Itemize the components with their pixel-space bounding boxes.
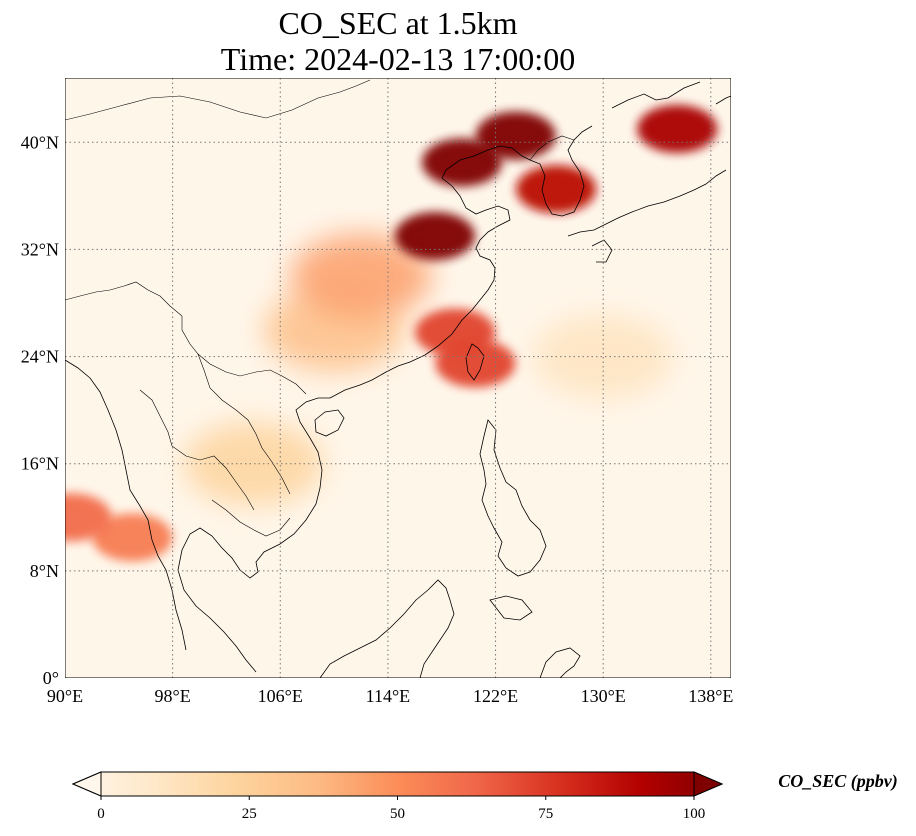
- y-tick-label: 0°: [43, 668, 59, 688]
- border-china-south: [65, 281, 307, 395]
- coastline-sulawesi: [539, 647, 581, 678]
- field-hotspot: [291, 234, 431, 319]
- y-tick-label: 16°N: [21, 454, 59, 474]
- colorbar-tick-label: 25: [242, 806, 257, 822]
- field-hotspot: [475, 111, 556, 160]
- graticule: [65, 78, 731, 678]
- colorbar-tick-label: 0: [97, 806, 105, 822]
- y-axis-ticks: 0° 8°N 16°N 24°N 32°N 40°N: [21, 132, 59, 688]
- chart-title-line2: Time: 2024-02-13 17:00:00: [220, 41, 576, 77]
- y-tick-label: 32°N: [21, 239, 59, 259]
- field-hotspot: [637, 104, 718, 153]
- coastline-korea: [529, 125, 593, 217]
- field-hotspot: [92, 513, 173, 562]
- colorbar-extend-min: [71, 771, 102, 797]
- y-tick-label: 40°N: [21, 132, 59, 152]
- field-hotspot: [516, 165, 597, 214]
- border-mongolia: [65, 79, 371, 121]
- x-tick-label: 90°E: [47, 686, 83, 706]
- colorbar-tick-label: 75: [538, 806, 553, 822]
- colorbar-body: [71, 771, 724, 797]
- y-tick-label: 8°N: [30, 561, 59, 581]
- colorbar-tick-label: 50: [390, 806, 405, 822]
- x-tick-label: 130°E: [581, 686, 626, 706]
- colorbar-ticks: 0 25 50 75 100: [97, 796, 705, 822]
- colorbar-extend-max: [693, 771, 724, 797]
- map-panel: [65, 78, 731, 678]
- x-axis-ticks: 90°E 98°E 106°E 114°E 122°E 130°E 138°E: [47, 686, 734, 706]
- field-hotspot: [395, 212, 475, 261]
- country-borders: [65, 79, 575, 537]
- coastline-japan: [567, 81, 731, 263]
- coastline-indochina: [177, 397, 330, 673]
- x-tick-label: 98°E: [155, 686, 191, 706]
- coastline-philippines: [479, 419, 547, 621]
- field-hotspot: [183, 421, 324, 506]
- border-laos: [197, 353, 291, 495]
- co-concentration-field: [65, 104, 718, 562]
- coastline-taiwan: [465, 343, 485, 381]
- coastline-china: [329, 145, 531, 399]
- x-tick-label: 114°E: [366, 686, 411, 706]
- colorbar: 0 25 50 75 100 CO_SEC (ppbv): [71, 771, 898, 822]
- x-tick-label: 106°E: [258, 686, 303, 706]
- x-tick-label: 122°E: [473, 686, 518, 706]
- colorbar-label: CO_SEC (ppbv): [778, 771, 898, 792]
- x-tick-label: 138°E: [688, 686, 733, 706]
- coastline-borneo: [319, 579, 455, 678]
- border-thailand: [139, 389, 255, 511]
- colorbar-tick-label: 100: [683, 806, 706, 822]
- coastline-myanmar: [65, 359, 187, 651]
- coastlines: [65, 81, 731, 678]
- y-tick-label: 24°N: [21, 347, 59, 367]
- field-hotspot: [421, 138, 502, 187]
- coastline-hainan: [314, 409, 345, 437]
- field-hotspot: [65, 493, 112, 542]
- chart-title-line1: CO_SEC at 1.5km: [278, 5, 518, 41]
- field-hotspot: [533, 314, 674, 399]
- border-cambodia: [211, 499, 291, 537]
